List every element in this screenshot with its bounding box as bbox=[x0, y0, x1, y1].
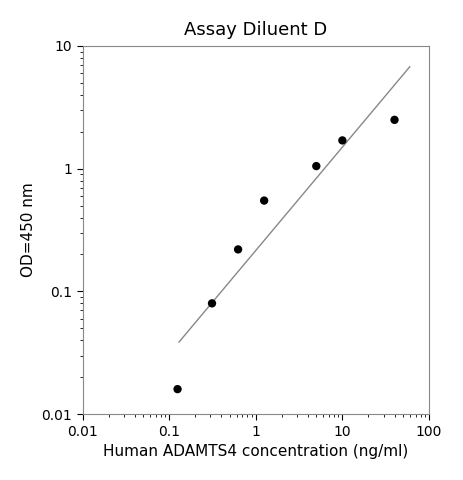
Point bbox=[174, 385, 181, 393]
Title: Assay Diluent D: Assay Diluent D bbox=[184, 21, 327, 39]
Point bbox=[208, 300, 216, 307]
Point bbox=[338, 137, 346, 144]
Point bbox=[391, 116, 398, 124]
Point bbox=[234, 246, 242, 253]
Point bbox=[261, 197, 268, 204]
X-axis label: Human ADAMTS4 concentration (ng/ml): Human ADAMTS4 concentration (ng/ml) bbox=[103, 444, 408, 459]
Point bbox=[313, 162, 320, 170]
Y-axis label: OD=450 nm: OD=450 nm bbox=[21, 183, 36, 277]
